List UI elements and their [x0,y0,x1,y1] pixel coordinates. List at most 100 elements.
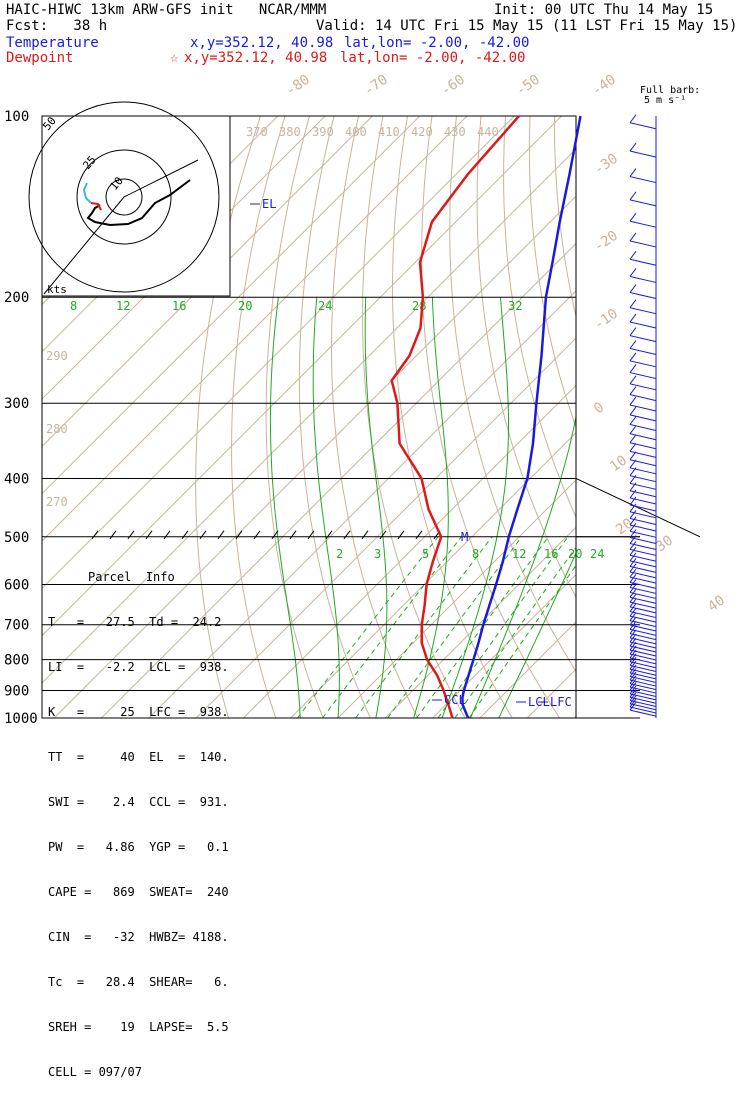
wind-barb [630,192,636,200]
hatch-mark [344,531,350,539]
moist-adiabat-label: 16 [172,299,186,313]
moist-adiabat-label: 8 [70,299,77,313]
parcel-row: SWI = 2.4 CCL = 931. [48,795,238,810]
wind-barb [630,241,656,247]
wind-barb [630,293,656,299]
wind-barb [630,373,656,379]
level-label: LFC [550,695,572,709]
wind-barb [630,602,656,608]
isotherm-label: -70 [361,72,391,100]
isotherm-label: 30 [653,533,676,556]
parcel-info-heading: Parcel Info [48,570,238,585]
moist-adiabat-label: 28 [412,299,426,313]
isotherm-line [196,116,740,718]
wind-barb [630,143,636,151]
wind-barb [630,169,636,177]
wind-barb [630,314,636,322]
isotherm-label: 40 [705,593,728,616]
mixing-ratio-label: 5 [422,547,429,561]
pressure-tick-label: 1000 [4,711,38,727]
theta-label: 410 [378,125,400,139]
isotherm-label: 10 [607,453,630,476]
dry-adiabat-line [677,116,740,731]
theta-label: 430 [444,125,466,139]
wind-barb [630,276,656,282]
wind-barb [630,387,636,395]
isotherm-label: -60 [438,72,468,100]
hatch-mark [92,531,98,539]
mixing-ratio-label: 3 [374,547,381,561]
wind-barb [630,435,636,443]
level-label: CCL [444,693,466,707]
pressure-tick-label: 900 [4,683,29,699]
parcel-row: LI = -2.2 LCL = 938. [48,660,238,675]
pressure-tick-label: 300 [4,396,29,412]
isotherm-label: -20 [591,228,621,256]
hatch-mark [290,531,296,539]
theta-label: 290 [46,349,68,363]
wind-barb [630,710,656,716]
theta-label: 280 [46,422,68,436]
level-label: M [461,530,468,544]
hatch-mark [218,531,224,539]
hodograph-units: kts [47,283,67,296]
mixing-ratio-label: 8 [472,547,479,561]
wind-barb [630,115,636,123]
isotherm-label: -30 [591,151,621,179]
dry-adiabat-line [653,116,740,731]
wind-barb [630,426,636,434]
wind-barb [630,177,656,183]
wind-barb [630,452,636,460]
wind-barb [630,460,636,468]
parcel-row: Tc = 28.4 SHEAR= 6. [48,975,238,990]
dry-adiabat-line [555,116,740,731]
parcel-row: CIN = -32 HWBZ= 4188. [48,930,238,945]
parcel-row: T = 27.5 Td = 24.2 [48,615,238,630]
moist-adiabat-line [270,297,300,718]
pressure-tick-label: 200 [4,290,29,306]
dewpoint-profile [392,116,519,718]
dry-adiabat-line [579,116,740,731]
parcel-row: CAPE = 869 SWEAT= 240 [48,885,238,900]
wind-barb [630,425,656,431]
pressure-tick-label: 400 [4,471,29,487]
pressure-tick-label: 600 [4,577,29,593]
isotherm-label: -80 [283,72,313,100]
wind-barb [630,707,656,713]
dry-adiabat-line [726,116,740,731]
mixing-ratio-label: 24 [590,547,604,561]
wind-barb [630,443,636,451]
hatch-mark [128,531,134,539]
parcel-row: K = 25 LFC = 938. [48,705,238,720]
isotherm-label: 0 [591,399,607,417]
wind-barb [630,397,636,405]
hatch-mark [164,531,170,539]
hatch-mark [362,531,368,539]
parcel-row: PW = 4.86 YGP = 0.1 [48,840,238,855]
dry-adiabat-line [232,116,285,731]
theta-label: 420 [411,125,433,139]
theta-label: 390 [312,125,334,139]
theta-label: 400 [345,125,367,139]
isotherm-line [527,116,740,718]
isotherm-label: -10 [591,306,621,334]
moist-adiabat-line [414,297,449,718]
wind-barb [630,491,656,497]
dry-adiabat-line [628,116,740,731]
mixing-ratio-label: 20 [568,547,582,561]
wind-barb [630,376,636,384]
moist-adiabat-label: 20 [238,299,252,313]
mixing-ratio-label: 12 [512,547,526,561]
wind-barb [630,353,636,361]
dry-adiabat-line [332,116,425,731]
wind-barb [630,361,656,367]
wind-barb [630,285,636,293]
wind-barb [630,341,636,349]
parcel-row: TT = 40 EL = 140. [48,750,238,765]
isotherm-line [291,116,740,718]
hatch-mark [200,531,206,539]
wind-barb [630,221,656,227]
parcel-row: CELL = 097/07 [48,1065,238,1080]
pressure-tick-label: 100 [4,109,29,125]
pressure-tick-label: 700 [4,618,29,634]
